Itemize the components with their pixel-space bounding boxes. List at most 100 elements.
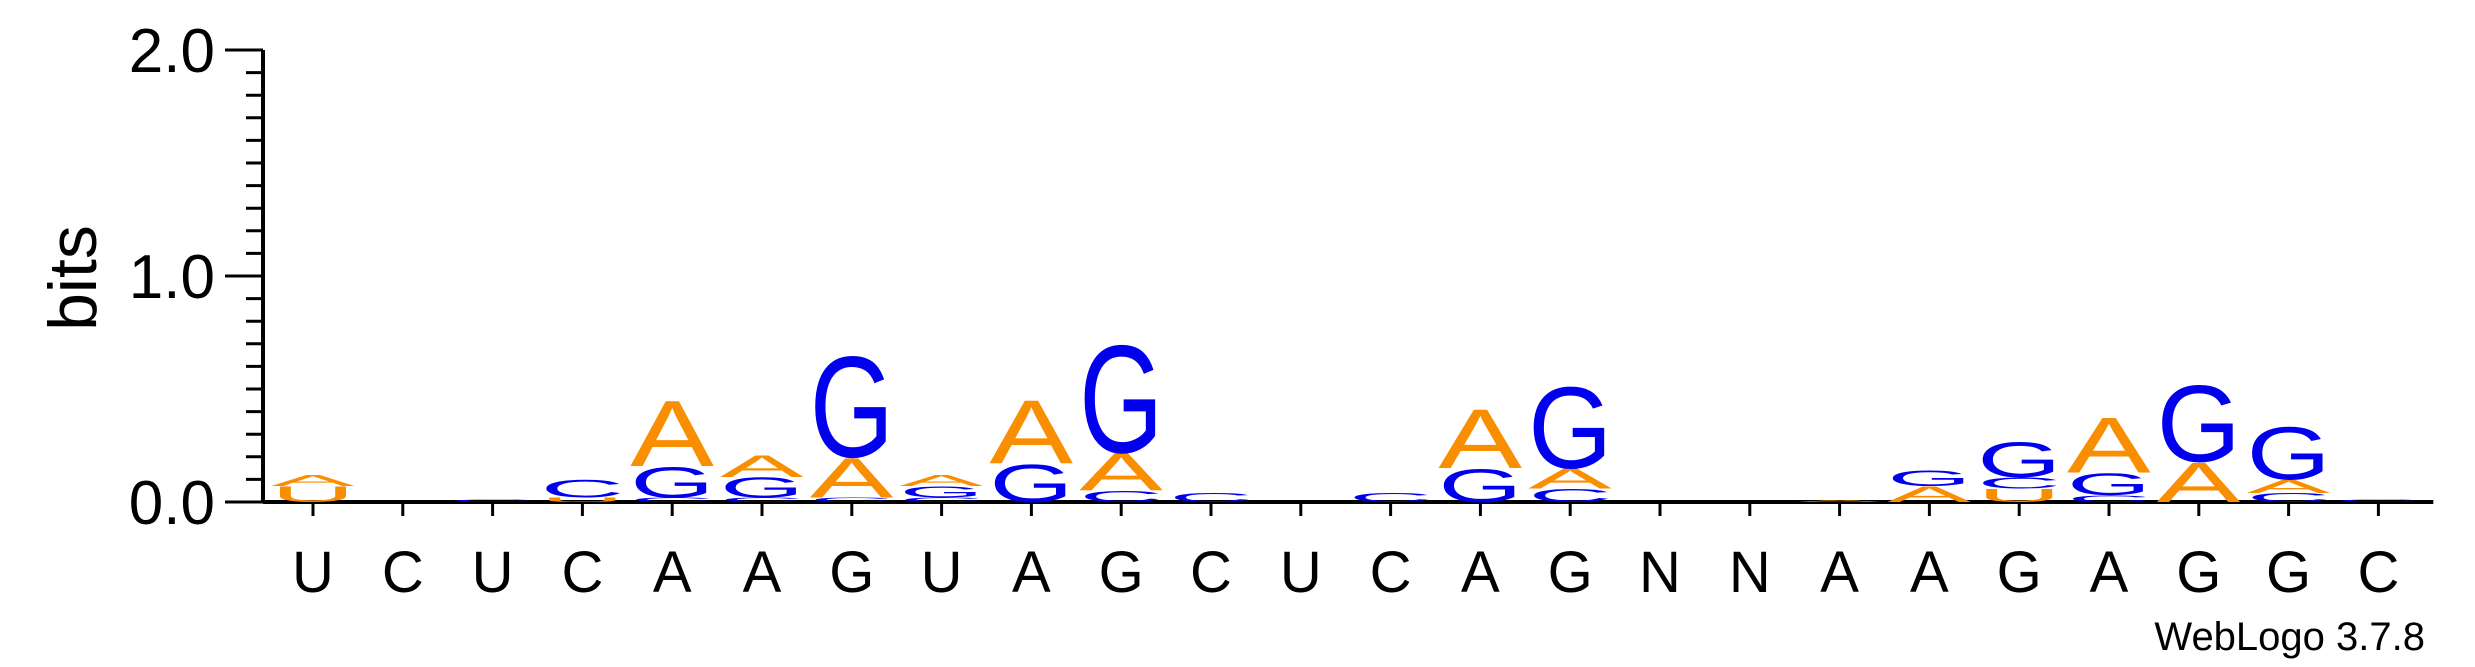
logo-glyph: A [1438,391,1522,486]
x-tick-label: A [743,540,782,605]
logo-glyph: A [720,449,804,484]
glyph-g: G [2157,362,2241,485]
glyph-a: A [1079,443,1164,502]
x-tick-label: A [1012,540,1051,605]
glyph-u: U [540,496,624,503]
logo-glyph: G [900,483,984,500]
x-tick-label: U [1280,540,1322,605]
glyph-a: A [630,382,714,486]
y-axis-label: bits [35,225,111,331]
x-tick-label: A [653,540,692,605]
x-tick-label: U [292,540,334,605]
logo-glyph: G [1528,362,1612,493]
logo-glyph: C [1079,488,1163,506]
logo-glyph: A [1079,443,1164,502]
x-tick-label: G [1099,540,1144,605]
y-tick-label: 2.0 [129,17,215,86]
glyph-g: G [1887,466,1971,491]
logo-glyph: A [2157,451,2241,514]
logo-glyph: A [2247,476,2331,497]
x-tick-label: N [1639,540,1681,605]
glyph-a: A [271,472,355,490]
x-tick-label: C [561,540,603,605]
x-tick-label: G [2266,540,2311,605]
glyph-c: C [1169,491,1253,505]
glyph-g: G [1528,362,1612,493]
weblogo-credit: WebLogo 3.7.8 [2154,615,2425,659]
glyph-u: U [1977,485,2061,506]
logo-glyph: A [989,382,1073,483]
logo-glyph: G [810,328,894,489]
glyph-g: G [810,328,894,489]
logo-glyph: A [1887,482,1971,506]
logo-glyph: C [540,475,624,503]
logo-glyph: G [2247,411,2331,495]
glyph-a: A [900,472,984,490]
x-tick-label: A [2090,540,2129,605]
logo-glyph: C [451,499,535,502]
glyph-g: G [720,472,804,504]
glyph-a: A [810,446,894,509]
logo-glyph: G [989,454,1073,514]
logo-glyph: C [2067,494,2151,504]
glyph-a: A [1438,391,1522,486]
glyph-c: C [2336,499,2420,502]
x-tick-label: A [1820,540,1859,605]
glyph-a: A [720,449,804,484]
x-tick-label: C [382,540,424,605]
glyph-c: C [1349,491,1433,505]
logo-glyph: C [810,496,894,503]
glyph-c: C [540,475,624,503]
x-tick-label: C [1190,540,1232,605]
x-tick-label: A [1910,540,1949,605]
logo-glyph: C [900,496,984,503]
x-tick-label: C [2357,540,2399,605]
y-tick-label: 1.0 [129,243,215,312]
glyph-c: C [900,496,984,503]
logo-glyph: C [1349,491,1433,505]
logo-glyph: U [540,496,624,503]
axes: 0.0 1.0 2.0 [129,17,2434,538]
logo-glyph: U [271,482,355,507]
glyph-g: G [1977,432,2061,488]
x-tick-label: G [1548,540,1593,605]
y-tick-label: 0.0 [129,469,215,538]
glyph-g: G [2067,467,2151,502]
x-tick-label: G [2176,540,2221,605]
glyph-c: C [630,496,714,503]
logo-glyph: C [630,496,714,503]
glyph-c: C [1528,485,1612,506]
glyph-g: G [1079,315,1163,486]
glyph-a: A [1887,482,1971,506]
logo-glyph: U [1977,485,2061,506]
glyph-a: A [989,382,1073,483]
logo-glyph: A [2067,402,2151,490]
x-tick-label: G [829,540,874,605]
glyph-u: U [271,482,355,507]
x-tick-label: C [1370,540,1412,605]
logo-glyph: A [1798,499,1882,503]
logo-glyph: C [720,496,804,503]
glyph-a: A [2067,402,2151,490]
logo-glyph: G [720,472,804,504]
glyph-c: C [1977,474,2061,492]
x-tick-label: A [1461,540,1500,605]
glyph-g: G [630,458,714,507]
x-tick-label: N [1729,540,1771,605]
glyph-a: A [2247,476,2331,497]
logo-glyph: G [2157,362,2241,485]
glyph-a: A [1798,499,1882,503]
glyph-c: C [2067,494,2151,504]
logo-glyph: G [630,458,714,507]
glyph-c: C [451,499,535,502]
logo-glyph: G [1977,432,2061,488]
logo-glyph: G [1887,466,1971,491]
glyph-g: G [900,483,984,500]
glyph-g: G [1438,460,1522,513]
logo-glyph: C [1528,485,1612,506]
logo-glyph: C [2247,491,2331,505]
logo-glyph: A [271,472,355,490]
logo-glyph: C [1169,491,1253,505]
